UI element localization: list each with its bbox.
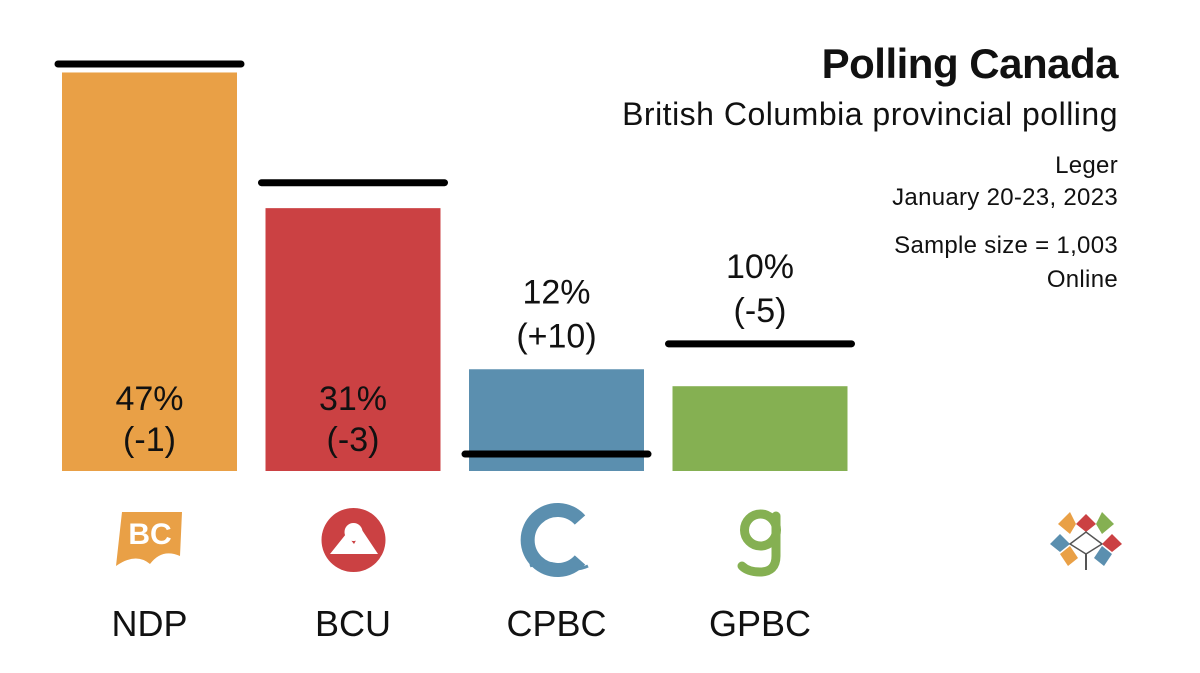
conservative-bc-logo	[520, 503, 586, 577]
sample-size: Sample size = 1,003	[894, 232, 1118, 259]
category-label-ndp: NDP	[111, 603, 187, 644]
conservative-bc-logo-wave	[529, 561, 589, 571]
bar-gpbc	[672, 386, 848, 471]
green-bc-logo-tail	[737, 511, 781, 577]
change-label-gpbc: (-5)	[734, 292, 787, 330]
poll-method: Online	[1046, 266, 1118, 293]
category-label-bcu: BCU	[315, 603, 391, 644]
polling-canada-logo	[1050, 512, 1122, 570]
change-label-ndp: (-1)	[123, 421, 176, 459]
pollster-name: Leger	[1055, 152, 1118, 179]
value-label-ndp: 47%	[115, 380, 183, 418]
bc-ndp-logo	[116, 512, 182, 566]
value-label-bcu: 31%	[319, 380, 387, 418]
bar-bcu	[265, 208, 441, 472]
chart-subtitle: British Columbia provincial polling	[622, 96, 1118, 132]
change-label-cpbc: (+10)	[516, 317, 596, 355]
bar-ndp	[62, 72, 237, 472]
category-label-cpbc: CPBC	[506, 603, 606, 644]
change-label-bcu: (-3)	[327, 421, 380, 459]
bc-united-logo-mountain	[330, 530, 378, 554]
chart-title: Polling Canada	[821, 40, 1119, 87]
bc-ndp-logo-text: BC	[128, 518, 171, 551]
poll-dates: January 20-23, 2023	[892, 184, 1118, 211]
bc-united-logo-sun	[344, 523, 363, 541]
category-label-gpbc: GPBC	[709, 603, 811, 644]
value-label-cpbc: 12%	[522, 273, 590, 311]
value-label-gpbc: 10%	[726, 248, 794, 286]
